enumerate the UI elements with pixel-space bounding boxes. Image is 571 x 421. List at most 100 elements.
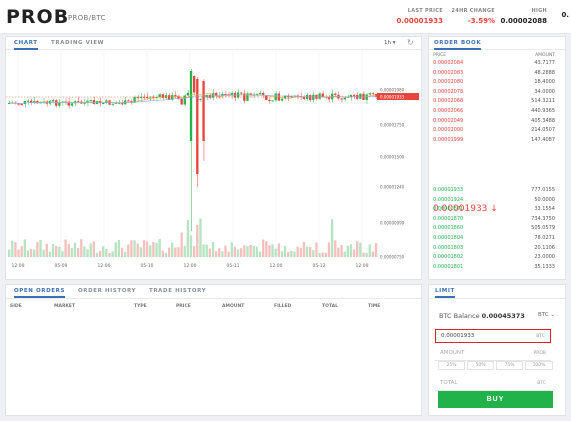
candle-body	[258, 93, 262, 95]
volume-bar	[321, 252, 324, 257]
candle-body	[302, 97, 306, 99]
ask-row[interactable]: 0.00002066 440.9365	[433, 107, 561, 116]
percent-100-button[interactable]: 100%	[525, 361, 553, 370]
volume-bar	[205, 244, 208, 257]
percent-75-button[interactable]: 75%	[496, 361, 523, 370]
bid-row[interactable]: 0.00001801 35.1333	[433, 263, 561, 272]
orders-tabbar: OPEN ORDERS ORDER HISTORY TRADE HISTORY	[6, 285, 421, 299]
bid-row[interactable]: 0.00001804 78.0271	[433, 234, 561, 243]
bid-row[interactable]: 0.00001803 20.1106	[433, 244, 561, 253]
volume-bar	[29, 249, 33, 257]
candle-body	[145, 96, 149, 98]
volume-bar	[211, 241, 215, 257]
x-tick-label: 12:00	[184, 263, 197, 269]
refresh-icon[interactable]: ↻	[407, 38, 414, 47]
column-amount: AMOUNT	[222, 304, 245, 309]
volume-bar	[120, 247, 124, 257]
percent-50-button[interactable]: 50%	[467, 361, 494, 370]
percent-25-button[interactable]: 25%	[438, 361, 465, 370]
candle-body	[20, 103, 23, 105]
ask-price: 0.00002000	[433, 127, 464, 134]
price-chart[interactable]: 0.00001980 0.00001933 0.00001750 0.00001500…	[6, 51, 421, 279]
bid-row[interactable]: 0.00001924 50.0000	[433, 196, 561, 205]
volume-bar	[246, 246, 249, 257]
volume-bar	[277, 243, 280, 257]
stat-value: 0.00001933	[396, 17, 444, 25]
volume-bar	[290, 250, 293, 257]
volume-bar	[142, 240, 146, 257]
bid-row[interactable]: 0.00001871 33.1554	[433, 205, 561, 214]
tab-limit[interactable]: LIMIT	[435, 288, 455, 298]
volume-bar	[86, 249, 89, 257]
ask-row[interactable]: 0.00002068 514.3211	[433, 97, 561, 106]
volume-bar	[287, 251, 290, 257]
tab-trading-view[interactable]: TRADING VIEW	[51, 40, 105, 46]
stat-label: LAST PRICE	[407, 8, 443, 14]
tab-order-history[interactable]: ORDER HISTORY	[78, 288, 137, 294]
volume-bar	[174, 247, 177, 257]
volume-bar	[48, 251, 52, 257]
stat-truncated: 0.	[561, 8, 569, 19]
tab-trade-history[interactable]: TRADE HISTORY	[149, 288, 207, 294]
volume-bar	[149, 245, 152, 257]
volume-bar	[258, 251, 262, 257]
candle-body	[199, 98, 202, 100]
volume-bar	[296, 246, 299, 257]
candle-body	[230, 92, 233, 96]
candle-body	[227, 94, 230, 96]
total-input[interactable]: TOTAL BTC	[435, 377, 551, 391]
ask-row[interactable]: 0.00002078 34.0000	[433, 88, 561, 97]
ask-row[interactable]: 0.00002080 18.4000	[433, 78, 561, 87]
volume-bar	[130, 240, 133, 257]
volume-bar	[11, 240, 14, 257]
buy-button[interactable]: BUY	[438, 391, 553, 408]
bid-row[interactable]: 0.00001860 505.0579	[433, 224, 561, 233]
candle-body	[261, 93, 265, 96]
ask-row[interactable]: 0.00002084 43.7177	[433, 59, 561, 68]
volume-bar	[252, 246, 255, 257]
bid-row[interactable]: 0.00001802 23.0000	[433, 253, 561, 262]
ask-price: 0.00002080	[433, 79, 464, 86]
tab-order-book[interactable]: ORDER BOOK	[434, 40, 482, 50]
volume-bar	[255, 246, 259, 257]
volume-bar	[196, 225, 199, 257]
timeframe-select[interactable]: 1h ▾	[384, 40, 396, 46]
ask-row[interactable]: 0.00002000 214.0507	[433, 126, 561, 135]
volume-bar	[177, 247, 180, 257]
volume-bar	[76, 247, 80, 257]
ask-row[interactable]: 0.00002083 48.2888	[433, 69, 561, 78]
bid-row[interactable]: 0.00001933 777.0155	[433, 186, 561, 195]
y-tick-label: 0.00001980	[380, 88, 405, 93]
candle-body	[158, 94, 161, 98]
candle-body	[33, 101, 36, 103]
chart-tabbar: CHART TRADING VIEW 1h ▾ ↻	[6, 37, 421, 50]
candle-body	[368, 93, 371, 95]
bid-amount: 505.0579	[531, 225, 555, 232]
candle-body	[240, 92, 243, 94]
candle-body	[139, 96, 143, 98]
bid-row[interactable]: 0.00001870 734.3750	[433, 215, 561, 224]
amount-input[interactable]: AMOUNT PROB	[435, 347, 551, 361]
ask-price: 0.00001999	[433, 136, 464, 143]
ask-amount: 440.9365	[531, 108, 555, 114]
stat-value: -3.59%	[467, 17, 495, 25]
ask-row[interactable]: 0.00002049 405.3488	[433, 117, 561, 126]
currency-select[interactable]: BTC ⌄	[537, 312, 555, 318]
candle-body	[202, 81, 205, 141]
ask-row[interactable]: 0.00001999 147.4087	[433, 136, 561, 145]
market-header: PROB PROB/BTC LAST PRICE 0.00001933 24HR…	[0, 0, 571, 34]
volume-bar	[33, 249, 36, 257]
volume-bar	[340, 244, 343, 257]
candle-body	[23, 101, 27, 105]
x-tick-label: 05-11	[226, 263, 239, 269]
volume-bar	[227, 251, 230, 257]
tab-open-orders[interactable]: OPEN ORDERS	[14, 288, 66, 298]
volume-bar	[8, 249, 11, 257]
tab-chart[interactable]: CHART	[14, 40, 38, 50]
ask-amount: 405.3488	[531, 117, 555, 124]
volume-bar	[368, 244, 371, 257]
price-input[interactable]: 0.00001933 BTC	[435, 329, 551, 343]
candle-body	[89, 100, 92, 102]
candle-body	[193, 76, 196, 93]
candle-body	[186, 92, 190, 96]
